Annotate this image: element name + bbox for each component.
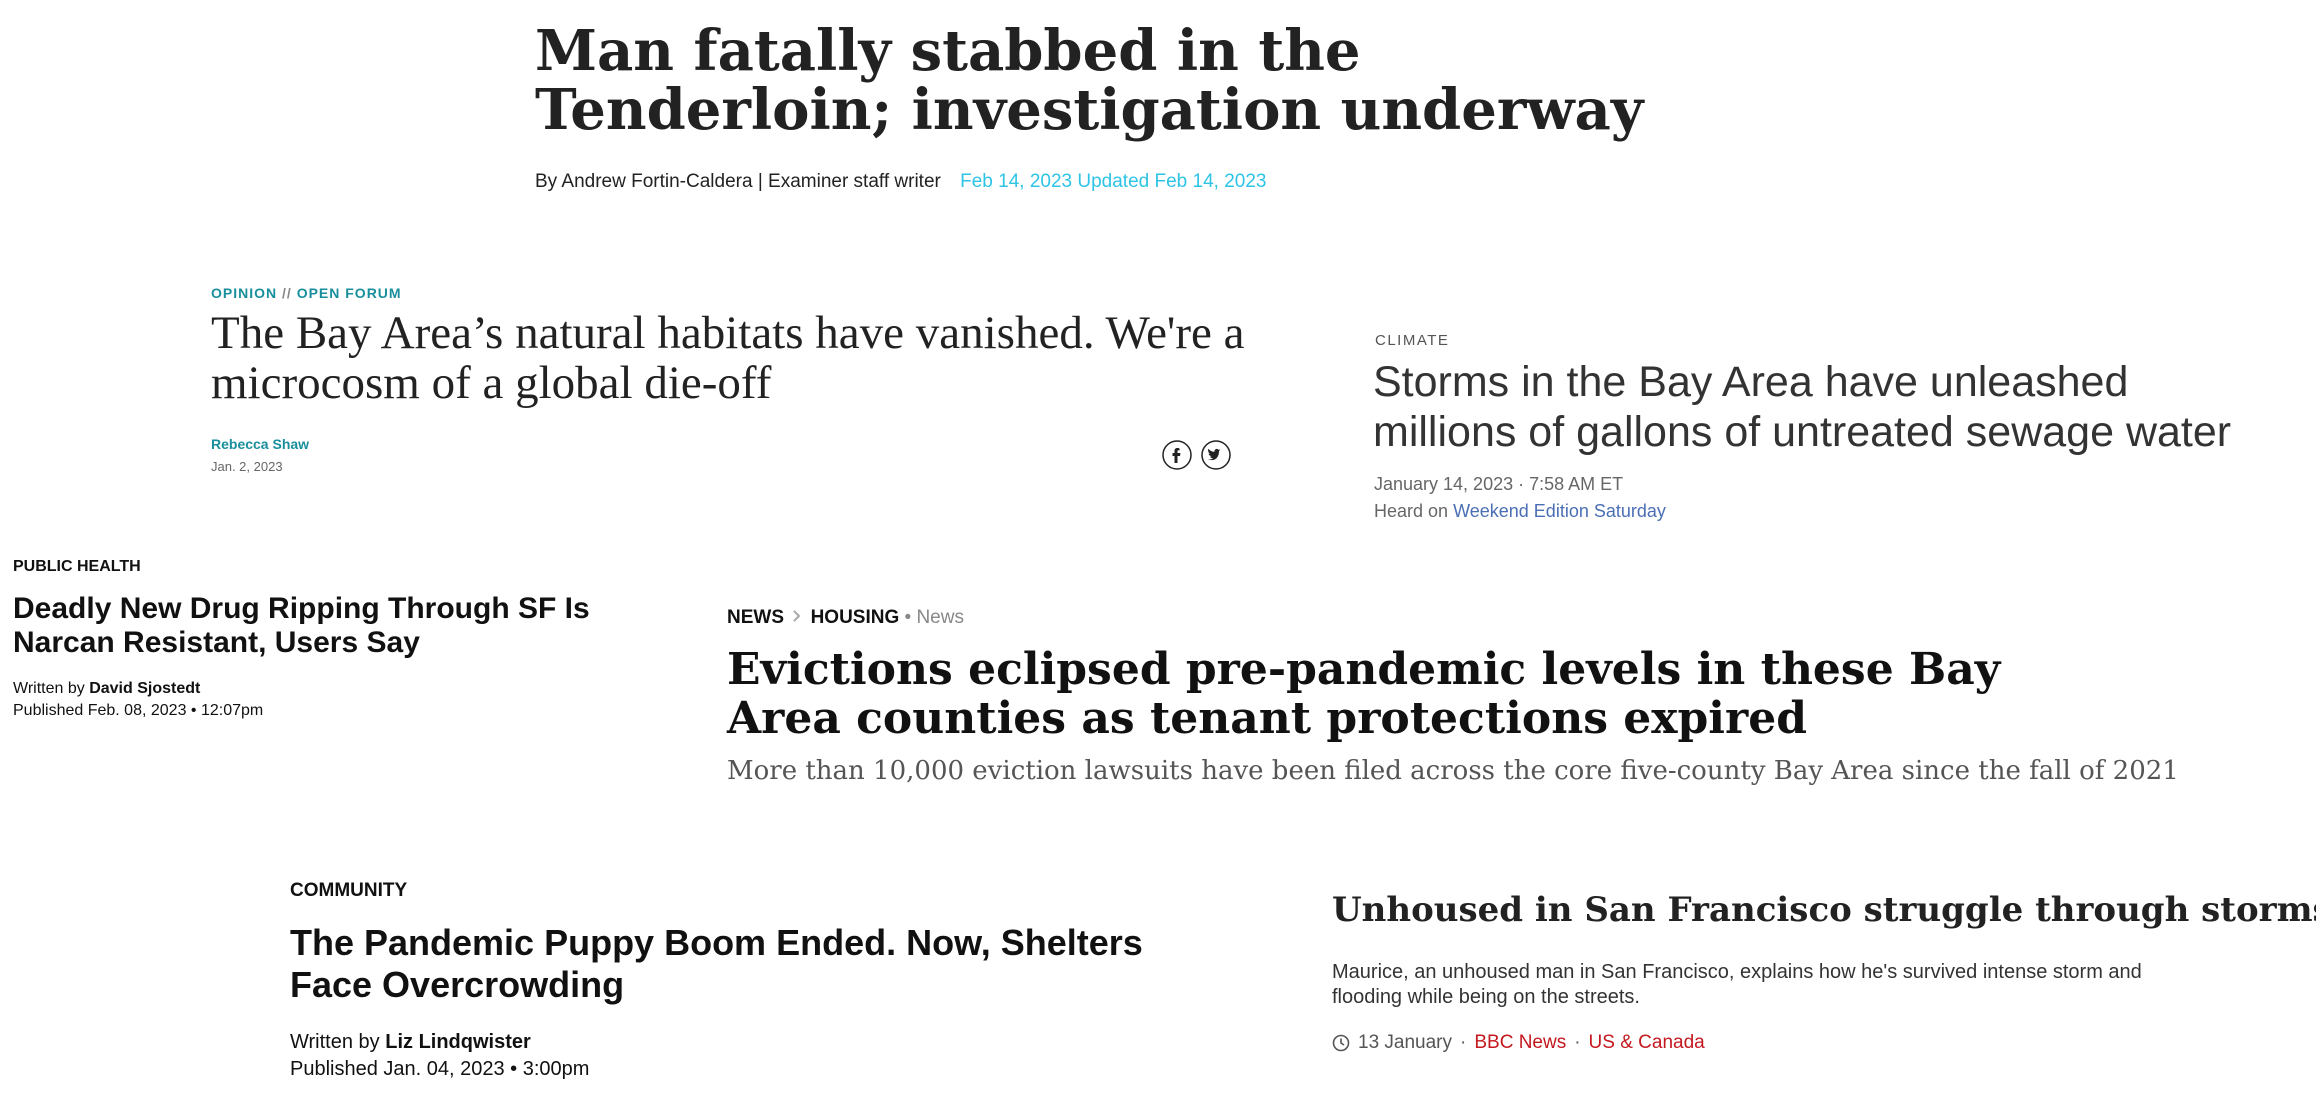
separator: · — [1574, 1032, 1581, 1053]
separator: · — [1460, 1032, 1467, 1053]
description: Maurice, an unhoused man in San Francisc… — [1332, 961, 2142, 1008]
section[interactable]: CLIMATE — [1375, 332, 1450, 349]
headline[interactable]: Evictions eclipsed pre-pandemic levels i… — [727, 644, 2001, 744]
breadcrumb-item[interactable]: NEWS — [727, 607, 784, 628]
subsection[interactable]: OPEN FORUM — [296, 285, 402, 301]
program[interactable]: Weekend Edition Saturday — [1453, 501, 1666, 521]
published: Published Feb. 08, 2023 • 12:07pm — [13, 702, 264, 719]
author[interactable]: David Sjostedt — [89, 680, 201, 697]
written-by: Written by David Sjostedt — [13, 680, 200, 698]
written-by-label: Written by — [13, 680, 85, 697]
breadcrumb: NEWS HOUSING • News — [727, 607, 964, 629]
heard-on: Heard on Weekend Edition Saturday — [1374, 501, 1666, 522]
section[interactable]: OPINION — [211, 285, 278, 301]
separator: // — [282, 285, 292, 301]
source[interactable]: BBC News — [1474, 1032, 1567, 1053]
written-by: Written by Liz Lindqwister — [290, 1031, 531, 1054]
headline[interactable]: Man fatally stabbed in the Tenderloin; i… — [535, 18, 1644, 143]
facebook-icon[interactable] — [1162, 440, 1192, 470]
byline: By Andrew Fortin-Caldera | Examiner staf… — [535, 171, 941, 192]
headline[interactable]: The Bay Area’s natural habitats have van… — [211, 307, 1245, 409]
headline[interactable]: Unhoused in San Francisco struggle throu… — [1332, 890, 2316, 930]
chevron-icon — [793, 610, 801, 622]
byline-row: By Andrew Fortin-Caldera | Examiner staf… — [535, 171, 1266, 193]
region[interactable]: US & Canada — [1588, 1032, 1705, 1053]
kicker: OPINION // OPEN FORUM — [211, 285, 402, 301]
author[interactable]: Liz Lindqwister — [385, 1031, 531, 1053]
headline[interactable]: The Pandemic Puppy Boom Ended. Now, Shel… — [290, 922, 1143, 1005]
dek: More than 10,000 eviction lawsuits have … — [727, 756, 2179, 786]
author[interactable]: Rebecca Shaw — [211, 436, 310, 452]
tag: • News — [904, 607, 964, 628]
written-by-label: Written by — [290, 1031, 380, 1053]
date: Jan. 2, 2023 — [211, 459, 283, 474]
headline[interactable]: Storms in the Bay Area have unleashed mi… — [1373, 358, 2232, 456]
meta: 13 January · BBC News · US & Canada — [1332, 1032, 1705, 1054]
date: 13 January — [1358, 1032, 1453, 1053]
clock-icon — [1332, 1034, 1350, 1052]
headline[interactable]: Deadly New Drug Ripping Through SF Is Na… — [13, 592, 590, 659]
section[interactable]: COMMUNITY — [290, 880, 408, 901]
breadcrumb-item[interactable]: HOUSING — [810, 607, 900, 628]
twitter-icon[interactable] — [1201, 440, 1231, 470]
date: January 14, 2023 · 7:58 AM ET — [1374, 474, 1624, 494]
heard-on-label: Heard on — [1374, 501, 1449, 521]
date: Feb 14, 2023 Updated Feb 14, 2023 — [960, 171, 1267, 192]
social-icons — [1162, 440, 1231, 470]
published: Published Jan. 04, 2023 • 3:00pm — [290, 1058, 590, 1080]
section[interactable]: PUBLIC HEALTH — [13, 558, 141, 575]
